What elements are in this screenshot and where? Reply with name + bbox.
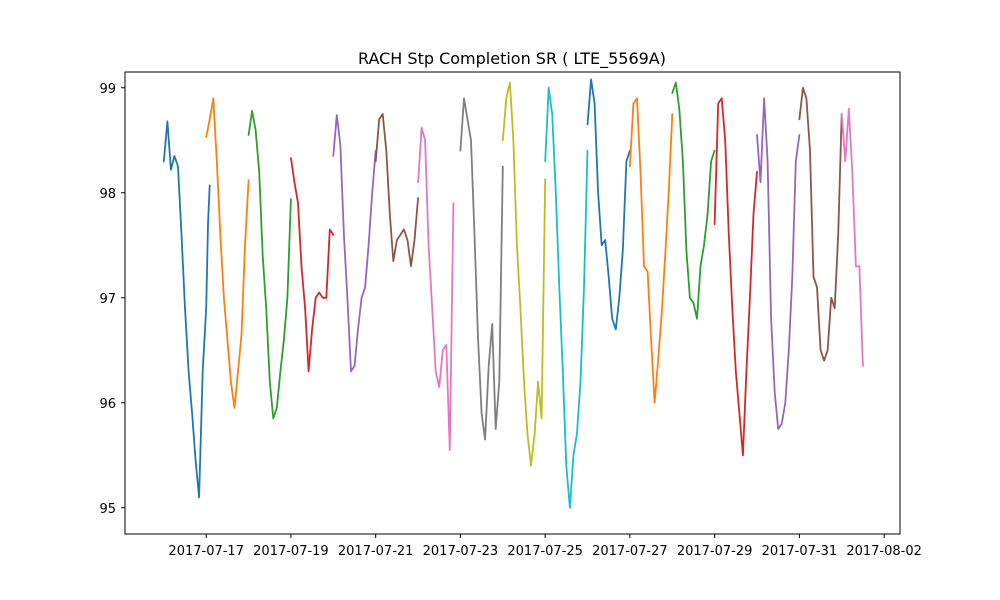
- series-line-14: [713, 97, 758, 457]
- x-tick-label: 2017-08-02: [846, 544, 922, 559]
- series-line-3: [247, 110, 292, 420]
- x-tick-label: 2017-07-23: [423, 544, 499, 559]
- y-tick-label: 97: [99, 292, 116, 307]
- y-tick-label: 99: [99, 82, 116, 97]
- x-tick-label: 2017-07-29: [677, 544, 753, 559]
- x-tick-label: 2017-07-27: [592, 544, 668, 559]
- series-line-5: [332, 114, 377, 373]
- series-line-13: [671, 81, 716, 320]
- x-tick-label: 2017-07-17: [168, 544, 244, 559]
- x-tick-label: 2017-07-25: [507, 544, 583, 559]
- series-line-17: [840, 107, 864, 367]
- series-line-7: [417, 126, 455, 451]
- series-line-12: [629, 97, 674, 404]
- x-tick-label: 2017-07-21: [338, 544, 414, 559]
- series-line-15: [756, 97, 801, 430]
- series-line-8: [459, 97, 504, 441]
- x-tick-label: 2017-07-19: [253, 544, 329, 559]
- series-line-11: [586, 78, 631, 331]
- series-line-10: [544, 86, 589, 509]
- axis-layer: 95 96 97 98 99 2017-07-17 2017-07-19 2017-07-21…: [99, 71, 922, 559]
- y-tick-label: 95: [99, 502, 116, 517]
- series-layer: [162, 78, 864, 509]
- y-tick-label: 96: [99, 397, 116, 412]
- x-tick-label: 2017-07-31: [762, 544, 838, 559]
- plot-frame: [124, 71, 901, 535]
- series-line-2: [205, 97, 250, 409]
- series-line-6: [374, 113, 419, 268]
- series-line-4: [290, 157, 335, 373]
- series-line-16: [798, 86, 843, 362]
- series-line-1: [162, 120, 211, 499]
- series-line-9: [501, 81, 547, 467]
- y-tick-label: 98: [99, 187, 116, 202]
- chart-title: RACH Stp Completion SR ( LTE_5569A): [358, 49, 666, 69]
